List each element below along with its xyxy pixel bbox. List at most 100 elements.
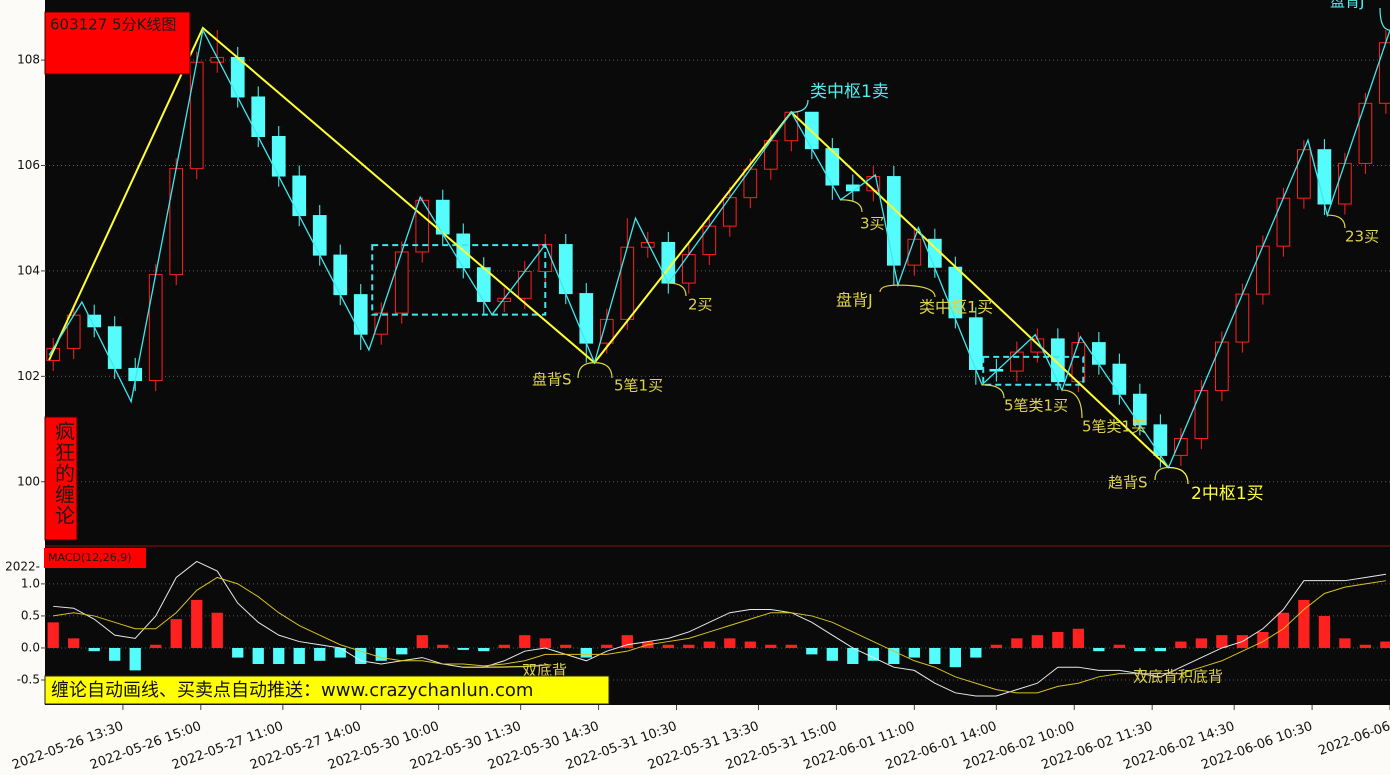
macd-bar	[560, 644, 572, 648]
macd-bar	[191, 599, 203, 648]
macd-bar	[683, 644, 695, 648]
macd-title: MACD(12,26,9)	[48, 551, 132, 564]
annotation-arrow	[1168, 466, 1189, 485]
macd-bar	[703, 641, 715, 648]
candle-body	[189, 61, 204, 170]
candle-body	[1297, 149, 1311, 199]
candle-body	[558, 244, 573, 295]
title-box	[44, 11, 191, 75]
macd-bar	[355, 647, 367, 664]
macd-bar	[1052, 631, 1064, 648]
macd-bar	[478, 647, 490, 652]
annotation-arrow	[1327, 214, 1346, 229]
annotation: 23买	[1345, 228, 1379, 246]
annotation: 类中枢1买	[919, 298, 993, 317]
candle-body	[681, 254, 696, 284]
annotation: 3买	[860, 215, 885, 233]
macd-bar	[170, 619, 182, 648]
annotation: 盘背J	[836, 291, 873, 310]
annotation-arrow	[840, 199, 863, 213]
macd-bar	[334, 647, 346, 658]
macd-bar	[1257, 631, 1269, 648]
candle-body	[1112, 363, 1127, 395]
macd-bar	[437, 644, 449, 648]
macd-bar	[1277, 612, 1290, 648]
annotation-arrow	[1379, 7, 1390, 31]
macd-bar	[47, 622, 59, 648]
macd-bar	[1154, 647, 1167, 652]
macd-bar	[1011, 638, 1023, 648]
candle-body	[1358, 102, 1373, 164]
macd-bar	[1380, 641, 1390, 648]
stroke-line	[48, 28, 1390, 469]
annotation-arrow	[668, 282, 687, 297]
y-tick-label: 102	[17, 369, 40, 383]
annotation: 类中枢1卖	[810, 82, 889, 102]
candle-body	[722, 197, 737, 227]
macd-bar	[252, 647, 264, 664]
macd-bar	[232, 647, 244, 658]
candle-body	[374, 312, 389, 335]
candle-body	[517, 270, 532, 299]
macd-bar	[621, 635, 633, 648]
candle-body	[394, 251, 409, 314]
candle-body	[1194, 390, 1209, 440]
macd-bar	[1134, 647, 1146, 652]
candle-body	[353, 294, 368, 335]
macd-bar	[293, 647, 305, 664]
candle-body	[886, 176, 901, 266]
macd-bar	[498, 644, 510, 648]
candle-body	[702, 225, 717, 256]
candle-body	[1256, 245, 1270, 295]
annotation: 趋背S	[1108, 474, 1148, 492]
macd-bar	[908, 647, 920, 658]
macd-bar	[744, 641, 756, 648]
macd-bar	[211, 612, 223, 648]
candle-body	[271, 136, 286, 177]
candle-body	[107, 326, 122, 369]
annotation: 5笔1买	[614, 377, 663, 395]
candle-body	[292, 175, 307, 217]
candle-body	[1235, 293, 1250, 343]
annotation-arrow	[463, 663, 549, 668]
annotation-arrow	[897, 284, 936, 298]
plot-background	[45, 0, 1390, 705]
candle-body	[579, 293, 594, 344]
macd-bar	[990, 644, 1002, 648]
macd-top-label: 2022-	[5, 560, 40, 574]
annotation: 2买	[688, 296, 713, 314]
pivot-zone	[982, 355, 1085, 386]
chart-title: 603127 5分K线图	[50, 16, 176, 34]
subtitle: 疯狂的缠论	[52, 421, 76, 526]
annotation: 5笔类1买	[1082, 418, 1146, 436]
candle-body	[968, 317, 983, 370]
y-tick-label: 0.5	[21, 608, 40, 622]
banner-box	[44, 675, 610, 705]
macd-bar	[806, 647, 818, 655]
macd-bar	[1093, 647, 1105, 652]
candle-body	[1215, 341, 1229, 392]
macd-bar	[1318, 615, 1331, 648]
subtitle-box	[44, 416, 78, 541]
annotation: 盘背S	[532, 371, 572, 389]
annotation-arrow	[879, 284, 898, 293]
macd-bar	[724, 638, 736, 648]
macd-bar	[109, 647, 121, 661]
candle-body	[1009, 351, 1024, 372]
macd-line	[53, 576, 1386, 694]
macd-bar	[765, 644, 777, 648]
macd-bar	[314, 647, 326, 661]
macd-bar	[888, 647, 900, 664]
candle-body	[169, 168, 184, 276]
banner: 缠论自动画线、买卖点自动推送：www.crazychanlun.com	[51, 680, 533, 701]
macd-bar	[826, 647, 838, 661]
macd-bar	[1339, 638, 1351, 648]
y-tick-label: 0.0	[21, 640, 40, 654]
macd-bar	[519, 635, 531, 648]
macd-bar	[1031, 635, 1043, 648]
macd-bar	[601, 644, 613, 648]
pivot-zone	[371, 244, 547, 316]
y-tick-label: 1.0	[21, 576, 40, 590]
